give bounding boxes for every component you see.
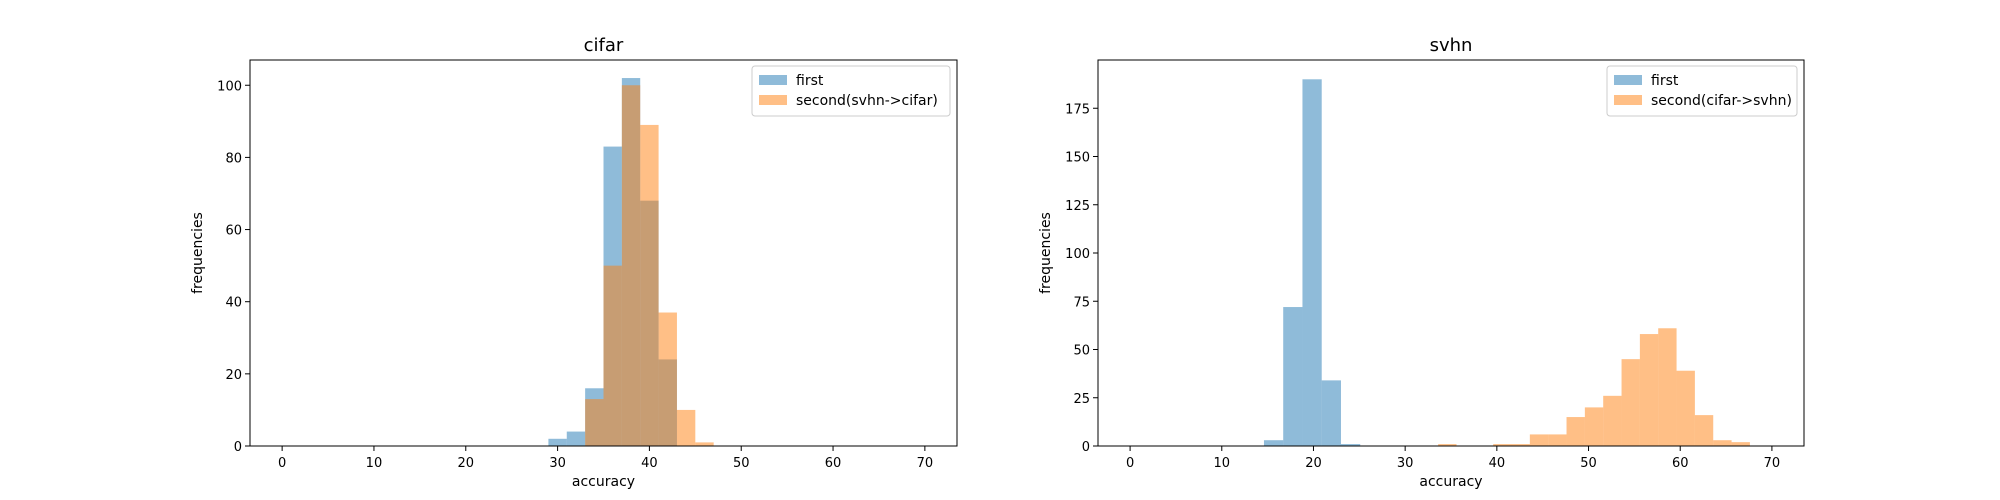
legend-box bbox=[1606, 65, 1798, 117]
histogram-bar-second bbox=[603, 265, 622, 446]
x-tick-label: 70 bbox=[917, 456, 934, 471]
bars-group bbox=[548, 78, 714, 447]
x-ticks: 0 10 20 30 40 50 60 70 bbox=[1126, 446, 1780, 471]
x-tick-label: 70 bbox=[1764, 456, 1781, 471]
x-tick-label: 30 bbox=[549, 456, 566, 471]
histogram-bar-second bbox=[585, 399, 604, 446]
histogram-bar-second bbox=[1694, 415, 1714, 446]
x-tick-label: 50 bbox=[1580, 456, 1597, 471]
x-tick-label: 40 bbox=[641, 456, 658, 471]
histogram-bar-second bbox=[1511, 444, 1530, 446]
chart-title: svhn bbox=[1430, 35, 1473, 56]
legend: first second(cifar->svhn) bbox=[1606, 65, 1798, 117]
y-tick-label: 125 bbox=[1065, 199, 1090, 214]
legend-swatch-first bbox=[1614, 75, 1642, 85]
histogram-bar-first bbox=[1321, 380, 1341, 446]
y-tick-label: 0 bbox=[234, 440, 242, 455]
y-tick-label: 60 bbox=[225, 224, 242, 239]
x-tick-label: 50 bbox=[733, 456, 750, 471]
y-ticks: 0 25 50 75 100 125 150 175 bbox=[1065, 102, 1098, 455]
y-tick-label: 40 bbox=[225, 296, 242, 311]
x-tick-label: 20 bbox=[457, 456, 474, 471]
histogram-bar-first bbox=[566, 431, 586, 446]
histogram-bar-second bbox=[658, 312, 677, 446]
histogram-bar-second bbox=[1639, 334, 1659, 446]
histogram-bar-first bbox=[1283, 307, 1303, 446]
legend-label-first: first bbox=[796, 73, 824, 89]
histogram-panel-svhn: 0 10 20 30 40 50 60 70 0 25 50 75 100 125 150 175 svhn… bbox=[1038, 35, 1805, 490]
legend-label-second: second(cifar->svhn) bbox=[1651, 93, 1792, 109]
legend-label-second: second(svhn->cifar) bbox=[796, 93, 938, 109]
axes-frame bbox=[249, 59, 958, 447]
legend-label-first: first bbox=[1651, 73, 1679, 89]
histogram-bar-second bbox=[1676, 370, 1695, 446]
x-tick-label: 30 bbox=[1397, 456, 1414, 471]
x-tick-label: 40 bbox=[1489, 456, 1506, 471]
bars-group bbox=[1263, 79, 1750, 447]
x-tick-label: 20 bbox=[1305, 456, 1322, 471]
x-axis-label: accuracy bbox=[1419, 474, 1482, 490]
legend-box bbox=[751, 65, 951, 117]
y-tick-label: 100 bbox=[217, 79, 242, 94]
legend-swatch-second bbox=[1614, 95, 1642, 105]
x-tick-label: 0 bbox=[1126, 456, 1134, 471]
y-tick-label: 75 bbox=[1073, 295, 1090, 310]
histogram-bar-second bbox=[1713, 440, 1732, 446]
histogram-bar-second bbox=[1603, 395, 1622, 446]
histogram-bar-second bbox=[695, 442, 714, 446]
histogram-bar-second bbox=[1584, 407, 1604, 446]
histogram-bar-first bbox=[1340, 444, 1361, 446]
legend-swatch-first bbox=[759, 75, 787, 85]
histogram-bar-first bbox=[1263, 440, 1284, 446]
x-ticks: 0 10 20 30 40 50 60 70 bbox=[278, 446, 933, 471]
chart-title: cifar bbox=[584, 35, 624, 56]
histogram-bar-second bbox=[676, 409, 696, 446]
y-tick-label: 150 bbox=[1065, 151, 1090, 166]
y-tick-label: 175 bbox=[1065, 102, 1090, 117]
histogram-bar-second bbox=[1493, 444, 1512, 446]
histogram-bar-second bbox=[1731, 442, 1750, 446]
x-tick-label: 10 bbox=[366, 456, 383, 471]
histogram-bar-second bbox=[640, 124, 659, 447]
x-tick-label: 0 bbox=[278, 456, 286, 471]
x-axis-label: accuracy bbox=[572, 474, 635, 490]
histogram-bar-first bbox=[548, 438, 567, 446]
histogram-panel-cifar: 0 10 20 30 40 50 60 70 0 20 40 60 80 100 cifar accur… bbox=[190, 35, 958, 490]
y-axis-label: frequencies bbox=[190, 212, 206, 294]
histogram-bar-second bbox=[1529, 434, 1549, 446]
histogram-bar-second bbox=[621, 85, 641, 446]
x-tick-label: 10 bbox=[1214, 456, 1231, 471]
legend-swatch-second bbox=[759, 95, 787, 105]
x-tick-label: 60 bbox=[1672, 456, 1689, 471]
histogram-bar-second bbox=[1658, 328, 1677, 446]
histogram-bar-second bbox=[1548, 434, 1567, 446]
histogram-bar-second bbox=[1566, 417, 1585, 446]
y-tick-label: 50 bbox=[1073, 344, 1090, 359]
y-tick-label: 20 bbox=[225, 368, 242, 383]
legend: first second(svhn->cifar) bbox=[751, 65, 951, 117]
y-tick-label: 100 bbox=[1065, 247, 1090, 262]
histogram-bar-second bbox=[1438, 444, 1457, 446]
y-axis-label: frequencies bbox=[1038, 212, 1054, 294]
histogram-bar-second bbox=[1621, 359, 1640, 446]
y-tick-label: 80 bbox=[225, 151, 242, 166]
y-tick-label: 25 bbox=[1073, 392, 1090, 407]
histogram-bar-first bbox=[1302, 79, 1322, 447]
x-tick-label: 60 bbox=[825, 456, 842, 471]
y-tick-label: 0 bbox=[1082, 440, 1090, 455]
y-ticks: 0 20 40 60 80 100 bbox=[217, 79, 250, 455]
